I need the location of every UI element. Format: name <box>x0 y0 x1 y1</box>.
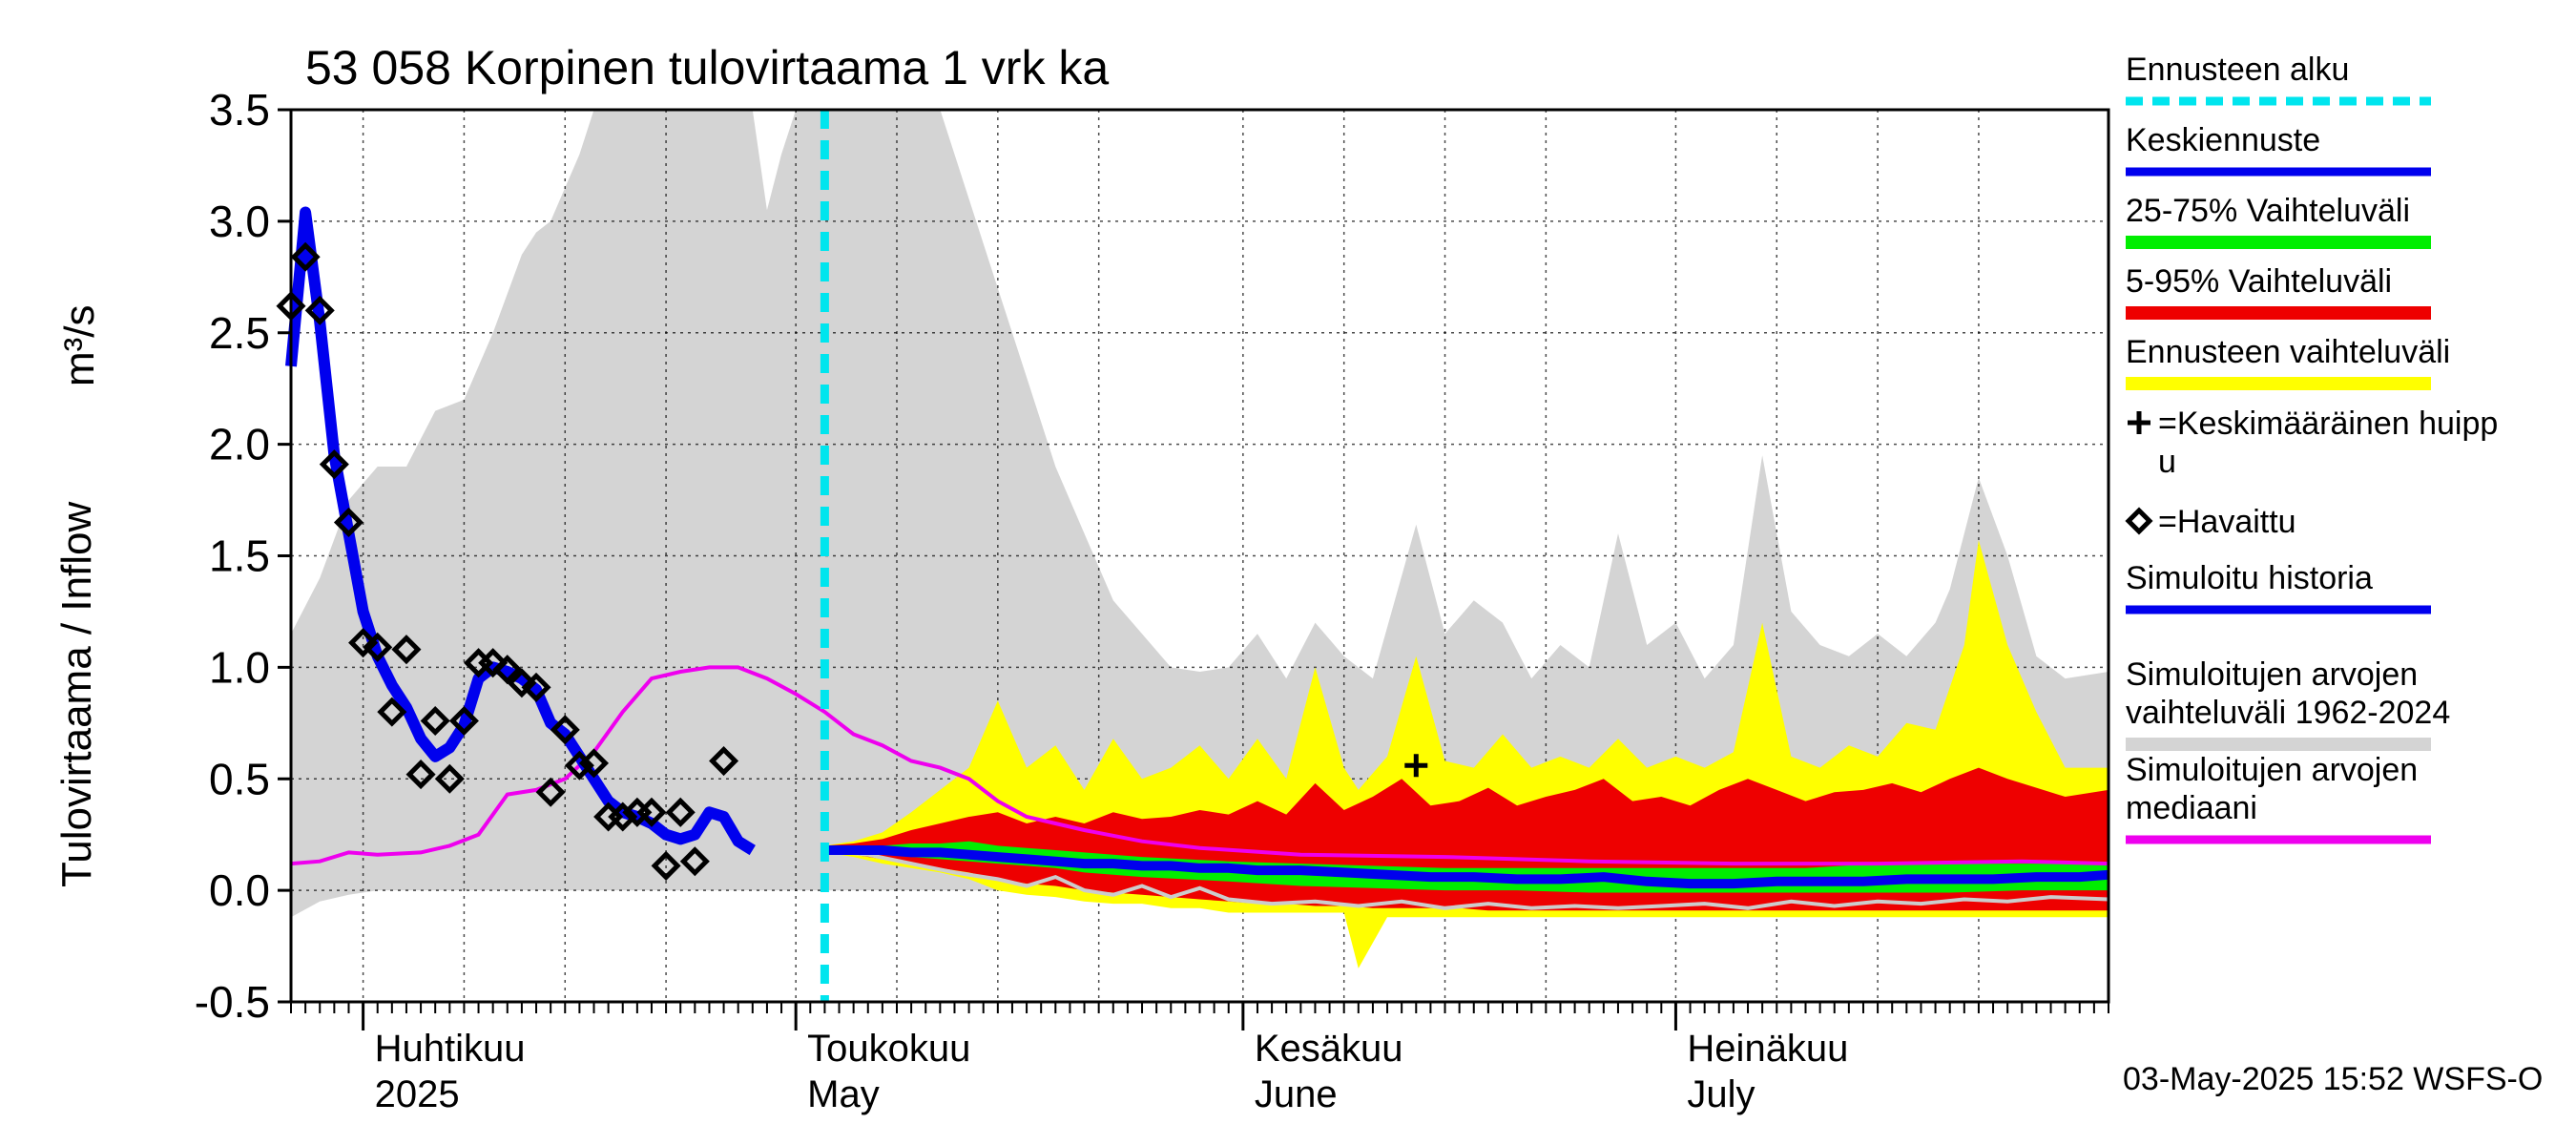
y-tick-label: 1.5 <box>209 531 270 581</box>
observed-marker <box>448 705 479 737</box>
legend-label: Simuloitu historia <box>2126 560 2373 596</box>
y-tick-label: 1.0 <box>209 642 270 692</box>
observed-marker <box>363 632 393 662</box>
observed-marker <box>478 648 509 678</box>
legend-label: Simuloitujen arvojen <box>2126 752 2418 788</box>
median-line <box>290 665 2109 866</box>
forecast-grey-line <box>824 848 2109 910</box>
observed-marker <box>709 746 739 777</box>
forecast-mean-line <box>824 845 2109 889</box>
legend-label: vaihteluväli 1962-2024 <box>2126 695 2450 731</box>
legend: Ennusteen alku Keskiennuste 25-75% Vaihtel… <box>2125 52 2498 844</box>
observed-marker <box>434 763 465 794</box>
x-month-label-en: June <box>1255 1073 1338 1115</box>
observed-marker <box>377 697 407 727</box>
legend-label: 5-95% Vaihteluväli <box>2126 263 2392 300</box>
legend-label: Ennusteen alku <box>2126 52 2349 88</box>
legend-label: Ennusteen vaihteluväli <box>2126 334 2450 370</box>
observed-marker <box>578 748 610 779</box>
footer-timestamp: 03-May-2025 15:52 WSFS-O <box>2123 1061 2543 1097</box>
y-tick-label: 3.5 <box>209 85 270 135</box>
plot-area <box>276 108 2110 1004</box>
legend-label: =Keskimääräinen huipp <box>2158 406 2498 442</box>
historical-range-band <box>291 110 2109 918</box>
x-month-label-fi: Heinäkuu <box>1687 1028 1848 1070</box>
legend-label: =Havaittu <box>2158 504 2296 540</box>
observed-marker <box>507 668 537 698</box>
x-month-label-en: 2025 <box>375 1073 460 1115</box>
legend-label: 25-75% Vaihteluväli <box>2126 193 2410 229</box>
y-axis-unit: m³/s <box>56 304 103 386</box>
legend-label: Keskiennuste <box>2126 122 2320 158</box>
observed-marker <box>391 635 422 665</box>
observed-marker <box>521 672 551 702</box>
observed-marker <box>304 295 335 325</box>
mean-peak-marker <box>1404 754 1428 778</box>
axes-layer: 3.5 3.0 2.5 2.0 1.5 1.0 0.5 0.0 -0.5 Huhtikuu2025… <box>195 85 2109 1115</box>
chart-title: 53 058 Korpinen tulovirtaama 1 vrk ka <box>305 41 1109 94</box>
y-tick-label: -0.5 <box>195 977 270 1027</box>
observed-marker <box>420 705 450 737</box>
legend-label: u <box>2158 444 2176 480</box>
historical-range-layer <box>291 110 2109 918</box>
y-tick-label: 2.0 <box>209 420 270 469</box>
observed-markers-layer <box>276 241 739 881</box>
observed-marker <box>550 715 580 745</box>
legend-label: mediaani <box>2126 790 2257 826</box>
y-tick-label: 0.0 <box>209 865 270 915</box>
simulated-history-line <box>285 206 756 856</box>
legend-label: Simuloitujen arvojen <box>2126 656 2418 693</box>
y-tick-label: 3.0 <box>209 197 270 246</box>
observed-marker <box>665 797 696 827</box>
x-month-label-fi: Toukokuu <box>807 1028 970 1070</box>
y-axis-label: Tulovirtaama / Inflow <box>53 501 100 887</box>
x-month-label-en: July <box>1687 1073 1755 1115</box>
x-month-label-fi: Kesäkuu <box>1255 1028 1403 1070</box>
y-tick-label: 2.5 <box>209 308 270 358</box>
x-month-label-en: May <box>807 1073 880 1115</box>
x-month-label-fi: Huhtikuu <box>375 1028 526 1070</box>
observed-marker <box>679 846 710 877</box>
observed-marker <box>290 241 321 272</box>
observed-marker <box>608 802 638 832</box>
observed-marker <box>405 760 436 790</box>
observed-marker <box>348 628 379 658</box>
observed-marker <box>333 507 364 537</box>
legend-cross-icon <box>2128 411 2150 434</box>
observed-marker <box>492 655 523 685</box>
observed-marker <box>636 797 667 827</box>
observed-marker <box>319 449 349 480</box>
legend-diamond-icon <box>2125 507 2153 535</box>
series-lines-layer <box>285 110 2109 1002</box>
observed-marker <box>651 850 681 881</box>
y-tick-label: 0.5 <box>209 754 270 803</box>
observed-marker <box>535 777 566 807</box>
